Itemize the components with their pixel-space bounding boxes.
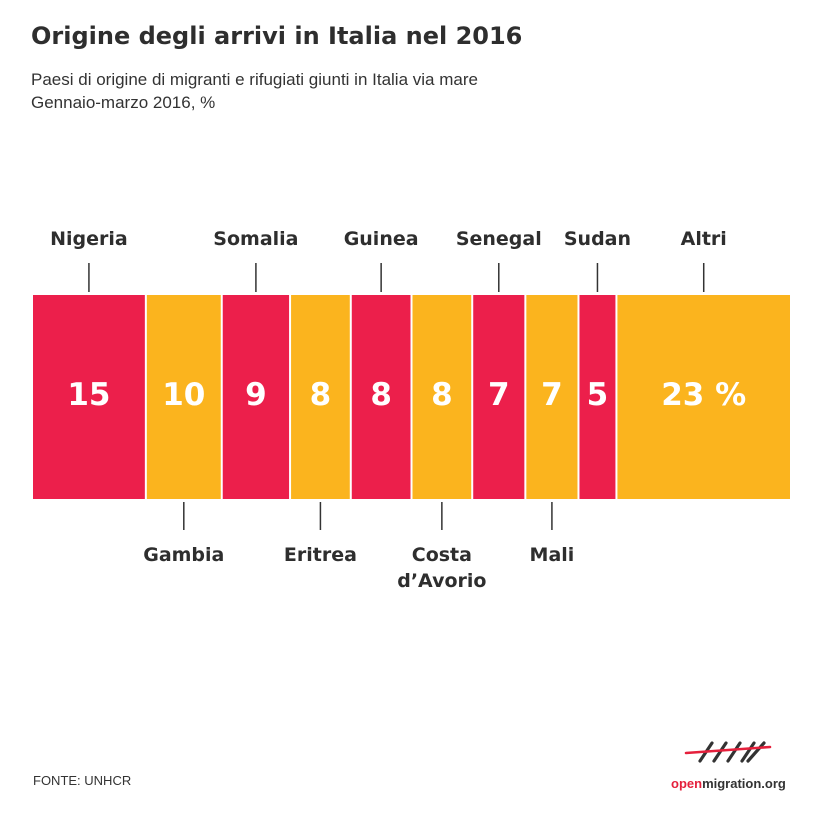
chart-title: Origine degli arrivi in Italia nel 2016 bbox=[31, 22, 523, 50]
logo-rest-text: migration.org bbox=[702, 776, 786, 791]
bar-segment-sudan bbox=[579, 295, 616, 499]
category-label-nigeria: Nigeria bbox=[50, 228, 128, 250]
value-label-sudan: 5 bbox=[587, 377, 609, 413]
bar-segment-costa-d-avorio bbox=[412, 295, 472, 499]
logo-open-text: open bbox=[671, 776, 703, 791]
bar-segment-somalia bbox=[222, 295, 290, 499]
bar-segment-guinea bbox=[351, 295, 411, 499]
subtitle-line-1: Paesi di origine di migranti e rifugiati… bbox=[31, 70, 478, 89]
chart-subtitle: Paesi di origine di migranti e rifugiati… bbox=[31, 68, 478, 114]
bar-segment-senegal bbox=[473, 295, 525, 499]
bar-segment-nigeria bbox=[33, 295, 145, 499]
value-label-altri: 23 % bbox=[661, 377, 746, 413]
value-label-senegal: 7 bbox=[488, 377, 510, 413]
category-label-altri: Altri bbox=[681, 228, 727, 250]
openmigration-logo-icon bbox=[684, 741, 772, 763]
value-label-nigeria: 15 bbox=[67, 377, 110, 413]
bar-segment-eritrea bbox=[291, 295, 350, 499]
subtitle-line-2: Gennaio-marzo 2016, % bbox=[31, 93, 216, 112]
value-label-gambia: 10 bbox=[162, 377, 205, 413]
value-label-mali: 7 bbox=[541, 377, 563, 413]
openmigration-logo-text: openmigration.org bbox=[671, 776, 786, 791]
source-note: FONTE: UNHCR bbox=[33, 773, 132, 788]
value-label-somalia: 9 bbox=[245, 377, 267, 413]
category-label-gambia: Gambia bbox=[143, 544, 224, 566]
value-label-eritrea: 8 bbox=[310, 377, 332, 413]
bar-segment-gambia bbox=[146, 295, 221, 499]
bar-segment-mali bbox=[526, 295, 578, 499]
category-label-somalia: Somalia bbox=[213, 228, 298, 250]
value-label-guinea: 8 bbox=[370, 377, 392, 413]
category-label-guinea: Guinea bbox=[344, 228, 419, 250]
bar-segment-altri bbox=[617, 295, 790, 499]
category-label-costa-d-avorio: Costa d’Avorio bbox=[397, 544, 486, 592]
category-label-mali: Mali bbox=[530, 544, 575, 566]
category-label-eritrea: Eritrea bbox=[284, 544, 357, 566]
value-label-costa-d-avorio: 8 bbox=[431, 377, 453, 413]
category-label-senegal: Senegal bbox=[456, 228, 542, 250]
category-label-sudan: Sudan bbox=[564, 228, 631, 250]
